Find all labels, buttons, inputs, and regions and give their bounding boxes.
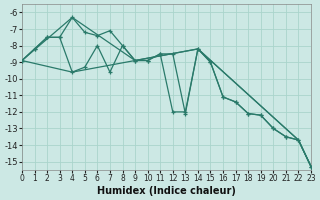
X-axis label: Humidex (Indice chaleur): Humidex (Indice chaleur) xyxy=(97,186,236,196)
